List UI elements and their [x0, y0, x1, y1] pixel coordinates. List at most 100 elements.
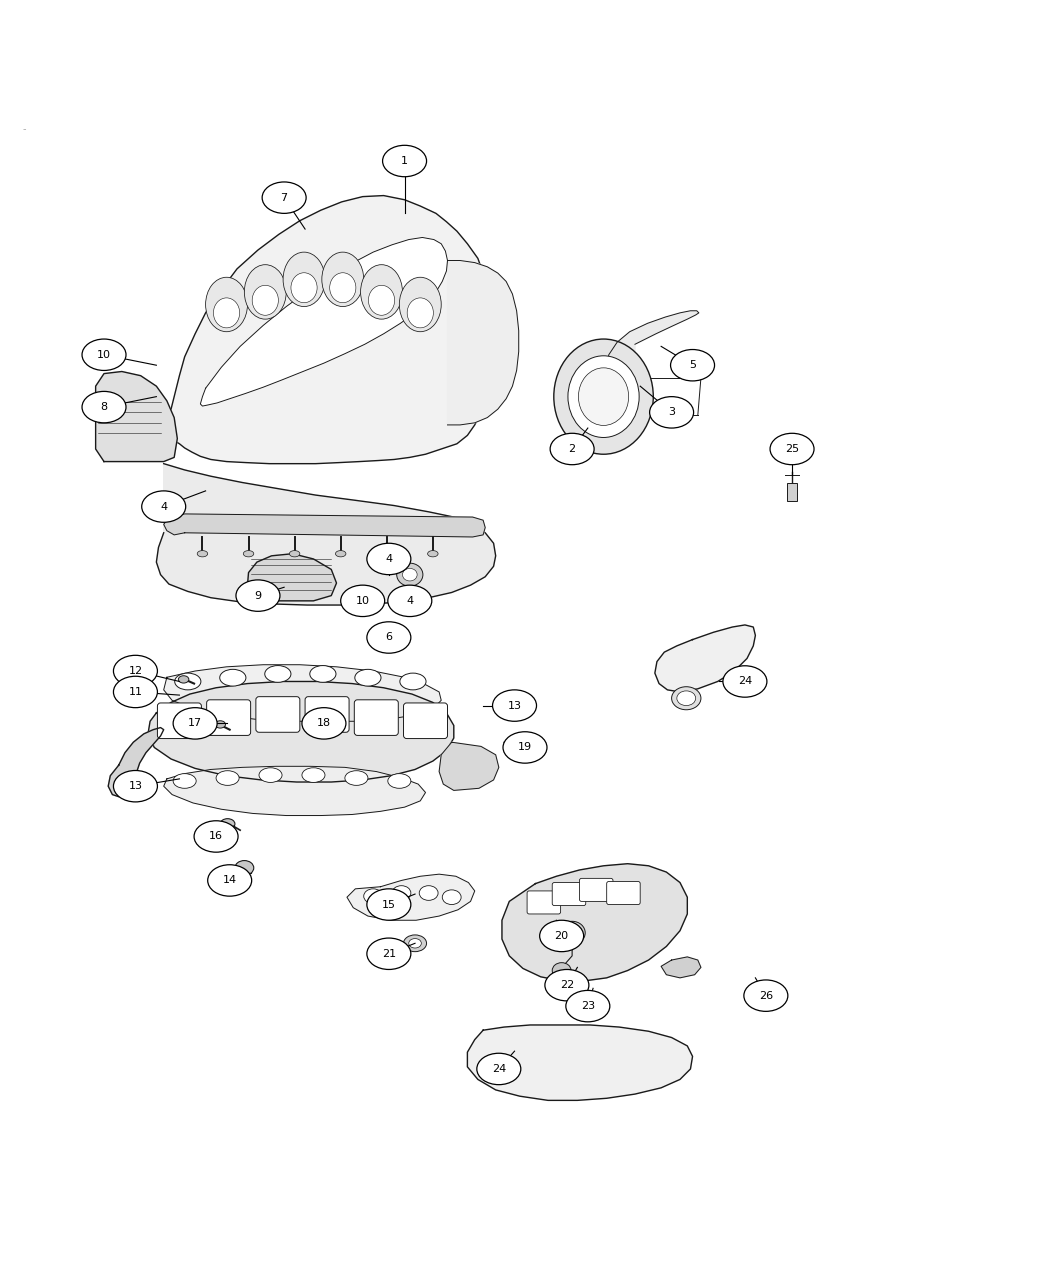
- Ellipse shape: [236, 580, 280, 611]
- Text: 15: 15: [382, 900, 396, 909]
- Ellipse shape: [265, 666, 291, 682]
- Ellipse shape: [382, 145, 426, 177]
- FancyBboxPatch shape: [527, 891, 561, 914]
- Text: 11: 11: [128, 687, 143, 697]
- Ellipse shape: [387, 585, 432, 617]
- Ellipse shape: [82, 391, 126, 423]
- Ellipse shape: [366, 622, 411, 653]
- Ellipse shape: [366, 543, 411, 575]
- Ellipse shape: [216, 770, 239, 785]
- Polygon shape: [148, 681, 454, 782]
- Text: 20: 20: [554, 931, 569, 941]
- Text: 1: 1: [401, 156, 408, 166]
- FancyBboxPatch shape: [207, 700, 251, 736]
- Ellipse shape: [290, 551, 300, 557]
- FancyBboxPatch shape: [158, 703, 202, 738]
- FancyBboxPatch shape: [580, 878, 613, 901]
- Ellipse shape: [579, 368, 629, 426]
- Ellipse shape: [477, 1053, 521, 1085]
- Ellipse shape: [408, 938, 421, 949]
- Polygon shape: [439, 742, 499, 790]
- Polygon shape: [164, 766, 425, 816]
- Ellipse shape: [671, 349, 715, 381]
- Text: 6: 6: [385, 632, 393, 643]
- Ellipse shape: [291, 273, 317, 302]
- FancyBboxPatch shape: [306, 696, 349, 732]
- Ellipse shape: [173, 708, 217, 740]
- Text: 26: 26: [759, 991, 773, 1001]
- Ellipse shape: [262, 182, 307, 213]
- Ellipse shape: [355, 669, 381, 686]
- Polygon shape: [655, 625, 755, 692]
- Ellipse shape: [540, 921, 584, 951]
- Polygon shape: [201, 237, 447, 405]
- Ellipse shape: [322, 252, 363, 306]
- Ellipse shape: [330, 273, 356, 302]
- Ellipse shape: [174, 673, 201, 690]
- Text: 5: 5: [689, 361, 696, 370]
- Ellipse shape: [173, 774, 196, 788]
- Text: 17: 17: [188, 718, 203, 728]
- Ellipse shape: [340, 585, 384, 617]
- Polygon shape: [96, 371, 177, 462]
- Ellipse shape: [245, 265, 287, 319]
- Ellipse shape: [215, 720, 226, 728]
- FancyBboxPatch shape: [256, 696, 300, 732]
- Text: 9: 9: [254, 590, 261, 601]
- Text: 4: 4: [406, 595, 414, 606]
- Ellipse shape: [553, 339, 653, 454]
- Ellipse shape: [677, 691, 696, 705]
- FancyBboxPatch shape: [786, 482, 797, 501]
- Text: 23: 23: [581, 1001, 595, 1011]
- Ellipse shape: [252, 286, 278, 315]
- Text: -: -: [22, 125, 26, 134]
- Text: 14: 14: [223, 876, 236, 885]
- Ellipse shape: [208, 864, 252, 896]
- Polygon shape: [607, 311, 699, 394]
- Text: 10: 10: [356, 595, 370, 606]
- Ellipse shape: [113, 655, 158, 687]
- Ellipse shape: [113, 676, 158, 708]
- FancyBboxPatch shape: [607, 881, 640, 904]
- Text: 2: 2: [568, 444, 575, 454]
- Text: 4: 4: [161, 501, 167, 511]
- Ellipse shape: [722, 666, 766, 697]
- Ellipse shape: [310, 666, 336, 682]
- Ellipse shape: [559, 922, 585, 945]
- Text: 3: 3: [668, 407, 675, 417]
- Polygon shape: [662, 958, 701, 978]
- Text: 4: 4: [385, 553, 393, 564]
- Ellipse shape: [403, 935, 426, 951]
- Ellipse shape: [492, 690, 537, 722]
- Text: 8: 8: [101, 402, 107, 412]
- Ellipse shape: [220, 819, 235, 829]
- Polygon shape: [346, 875, 475, 921]
- Polygon shape: [108, 728, 164, 797]
- Ellipse shape: [564, 926, 580, 940]
- Polygon shape: [467, 1025, 693, 1100]
- Ellipse shape: [178, 676, 189, 683]
- Ellipse shape: [650, 397, 694, 428]
- Ellipse shape: [219, 669, 246, 686]
- Ellipse shape: [206, 277, 248, 332]
- Ellipse shape: [399, 277, 441, 332]
- Ellipse shape: [568, 356, 639, 437]
- Polygon shape: [164, 664, 441, 722]
- Ellipse shape: [360, 265, 402, 319]
- Ellipse shape: [344, 770, 368, 785]
- Polygon shape: [156, 464, 496, 606]
- Text: 16: 16: [209, 831, 223, 842]
- FancyBboxPatch shape: [403, 703, 447, 738]
- Ellipse shape: [363, 889, 382, 904]
- Polygon shape: [164, 195, 493, 464]
- Ellipse shape: [213, 298, 239, 328]
- Ellipse shape: [302, 768, 326, 783]
- Ellipse shape: [369, 286, 395, 315]
- Ellipse shape: [566, 991, 610, 1021]
- Ellipse shape: [366, 889, 411, 921]
- Ellipse shape: [82, 339, 126, 371]
- Ellipse shape: [387, 774, 411, 788]
- Text: 7: 7: [280, 193, 288, 203]
- FancyBboxPatch shape: [552, 882, 586, 905]
- Ellipse shape: [142, 491, 186, 523]
